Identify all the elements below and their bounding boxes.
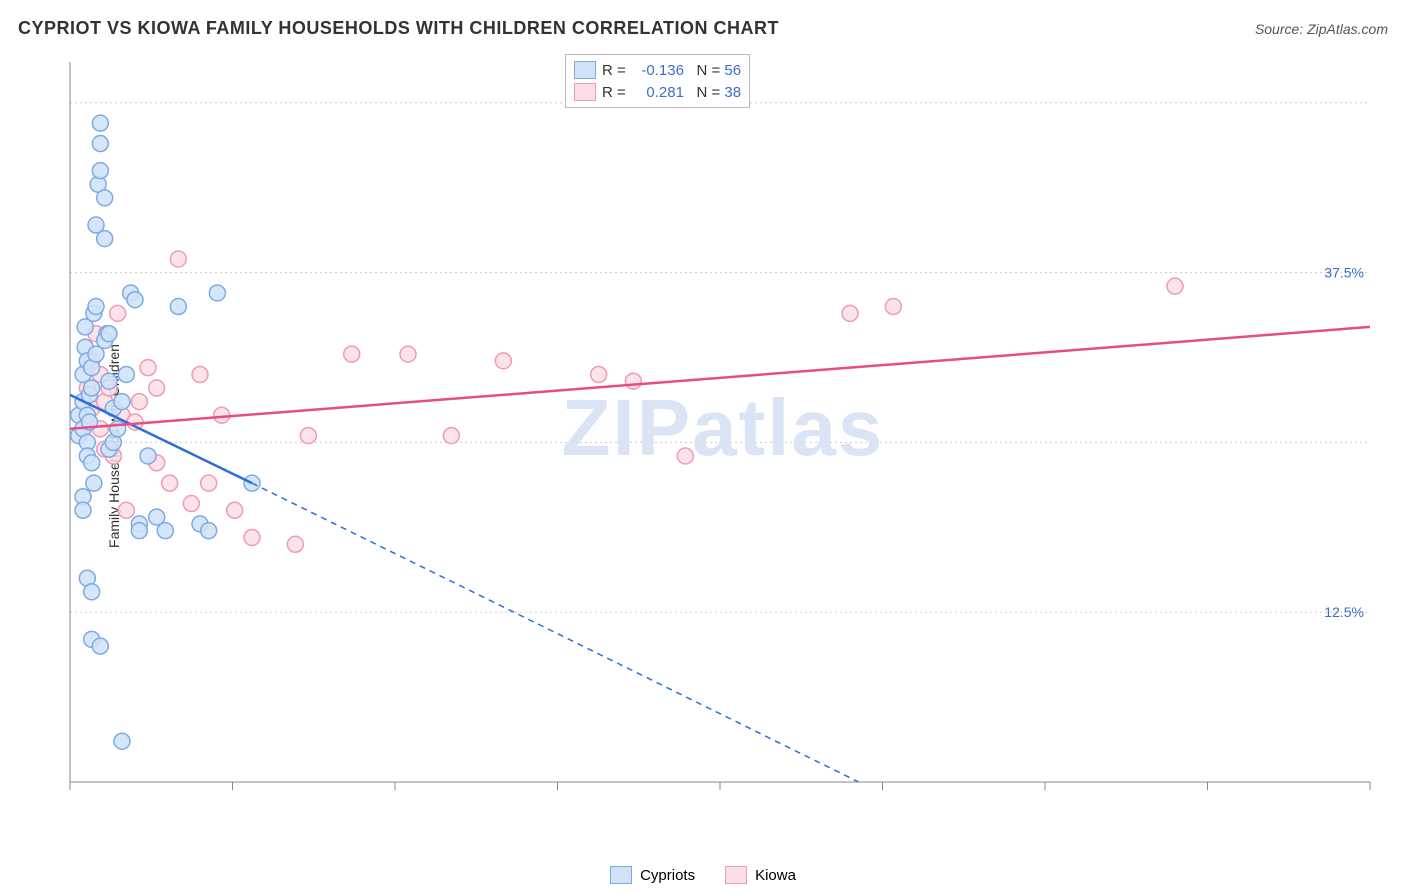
- swatch-icon: [725, 866, 747, 884]
- chart-title: CYPRIOT VS KIOWA FAMILY HOUSEHOLDS WITH …: [18, 18, 779, 39]
- swatch-icon: [574, 61, 596, 79]
- svg-text:37.5%: 37.5%: [1324, 265, 1364, 281]
- swatch-icon: [610, 866, 632, 884]
- legend-stat: R = -0.136 N = 56: [602, 62, 741, 79]
- legend-label: Cypriots: [640, 867, 695, 884]
- source-label: Source: ZipAtlas.com: [1255, 21, 1388, 37]
- svg-text:12.5%: 12.5%: [1324, 604, 1364, 620]
- swatch-icon: [574, 83, 596, 101]
- legend-stat: R = 0.281 N = 38: [602, 84, 741, 101]
- scatter-plot-svg: 12.5% 37.5%: [50, 52, 1380, 822]
- stats-legend: R = -0.136 N = 56 R = 0.281 N = 38: [565, 54, 750, 108]
- series-legend: Cypriots Kiowa: [0, 866, 1406, 884]
- legend-item-cypriots: Cypriots: [610, 866, 695, 884]
- chart-area: 12.5%37.5% ZIPatlas R = -0.136 N = 56 R …: [50, 52, 1380, 822]
- legend-item-kiowa: Kiowa: [725, 866, 796, 884]
- legend-label: Kiowa: [755, 867, 796, 884]
